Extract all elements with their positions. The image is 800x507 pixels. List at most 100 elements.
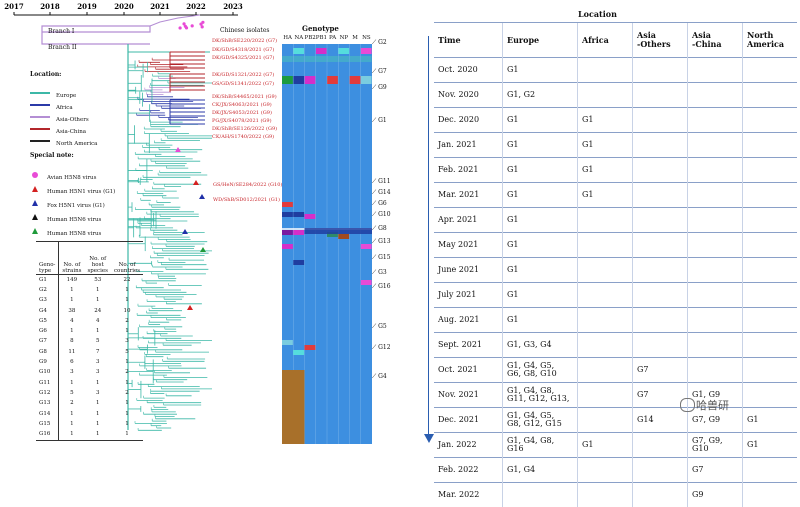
table-cell: 24: [84, 306, 111, 316]
genotype-cell: G1: [503, 183, 578, 208]
chinese-isolate-label: CK/AH/S1740/2022 (G9): [212, 134, 274, 140]
genotype-cell: G1, G4, G5, G6, G8, G10: [503, 358, 578, 383]
segment-header: PA: [327, 35, 338, 41]
location-legend-item: North America: [30, 130, 97, 149]
genotype-cell: [688, 58, 743, 83]
segment-header: HA: [282, 35, 293, 41]
genotype-label-g12: ⟋ G12: [372, 344, 391, 352]
segment-header: PB2: [305, 35, 316, 41]
genotype-cell: [688, 333, 743, 358]
genotype-cell: [633, 458, 688, 483]
genotype-cell: [578, 258, 633, 283]
time-cell: Sept. 2021: [434, 333, 503, 358]
table-cell: 1: [59, 429, 85, 440]
chinese-isolate-label: CK/JX/S4063/2021 (G9): [212, 102, 272, 108]
time-cell: Dec. 2020: [434, 108, 503, 133]
genotype-cell: [743, 258, 798, 283]
genotype-cell: [743, 483, 798, 507]
year-tick-label: 2023: [223, 2, 243, 11]
isolate-label-g10: GS/HeN/SE284/2022 (G10): [213, 182, 282, 188]
table-cell: 1: [84, 419, 111, 429]
location-table-col-header: North America: [743, 23, 798, 58]
table-cell: 3: [84, 388, 111, 398]
genotype-cell: [688, 133, 743, 158]
branch-ii-label: Branch II: [48, 44, 77, 51]
isolate-label-g1: WD/ShB/SD012/2021 (G1): [213, 197, 280, 203]
genotype-cell: [688, 158, 743, 183]
chinese-isolate-label: DK/JX/S4053/2021 (G9): [212, 110, 272, 116]
genotype-cell: G1: [578, 433, 633, 458]
genotype-cell: [578, 208, 633, 233]
genotype-cell: G1: [503, 258, 578, 283]
genotype-cell: G1: [503, 58, 578, 83]
genotype-cell: G1: [503, 108, 578, 133]
time-cell: Nov. 2021: [434, 383, 503, 408]
time-cell: Feb. 2022: [434, 458, 503, 483]
time-cell: Aug. 2021: [434, 308, 503, 333]
chinese-isolate-label: GS/GD/S1341/2022 (G7): [212, 81, 274, 87]
genotype-cell: [633, 108, 688, 133]
table-cell: 11: [59, 347, 85, 357]
genotype-cell: [633, 283, 688, 308]
chinese-isolate-label: DK/ShB/S4465/2021 (G9): [212, 94, 277, 100]
table-cell: G13: [36, 399, 59, 409]
wechat-icon: [680, 398, 695, 412]
genotype-cell: [578, 333, 633, 358]
genotype-table-col-header: No. of host species: [84, 242, 111, 275]
genotype-cell: [503, 483, 578, 507]
genotype-table-col-header: No. of strains: [59, 242, 85, 275]
triangle-marker-icon: [32, 200, 38, 206]
chinese-isolate-label: PG/JX/S4078/2021 (G9): [212, 118, 272, 124]
table-cell: 5: [111, 347, 143, 357]
genotype-cell: G1, G3, G4: [503, 333, 578, 358]
genotype-cell: [578, 458, 633, 483]
genotype-cell: [743, 158, 798, 183]
time-cell: Jan. 2022: [434, 433, 503, 458]
chinese-isolate-label: DK/ShB/SE126/2022 (G9): [212, 126, 277, 132]
table-cell: G6: [36, 326, 59, 336]
table-cell: G5: [36, 316, 59, 326]
genotype-cell: [578, 233, 633, 258]
genotype-cell: [688, 283, 743, 308]
table-cell: 1: [111, 357, 143, 367]
genotype-label-g2: ⟋ G2: [372, 39, 387, 47]
time-cell: Oct. 2021: [434, 358, 503, 383]
genotype-cell: [743, 83, 798, 108]
legend-line-swatch: [30, 140, 50, 142]
genotype-cell: [688, 258, 743, 283]
genotype-cell: [743, 208, 798, 233]
genotype-cell: [578, 83, 633, 108]
genotype-cell: G1: [503, 233, 578, 258]
genotype-cell: G1: [578, 183, 633, 208]
genotype-cell: [633, 83, 688, 108]
timeline-arrow: [428, 36, 429, 438]
chinese-isolate-label: DK/GD/S4325/2021 (G7): [212, 55, 274, 61]
genotype-label-g8: ⟋ G8: [372, 225, 387, 233]
genotype-cell: [743, 133, 798, 158]
table-cell: G7: [36, 337, 59, 347]
genotype-cell: [578, 308, 633, 333]
genotype-cell: [633, 333, 688, 358]
genotype-cell: [633, 133, 688, 158]
table-cell: 1: [111, 285, 143, 295]
genotype-cell: G1: [503, 208, 578, 233]
genotype-cell: [633, 183, 688, 208]
genotype-cell: [578, 483, 633, 507]
genotype-cell: [743, 358, 798, 383]
genotype-cell: [633, 158, 688, 183]
genotype-cell: G7, G9, G10: [688, 433, 743, 458]
genotype-cell: G1, G4, G8, G16: [503, 433, 578, 458]
